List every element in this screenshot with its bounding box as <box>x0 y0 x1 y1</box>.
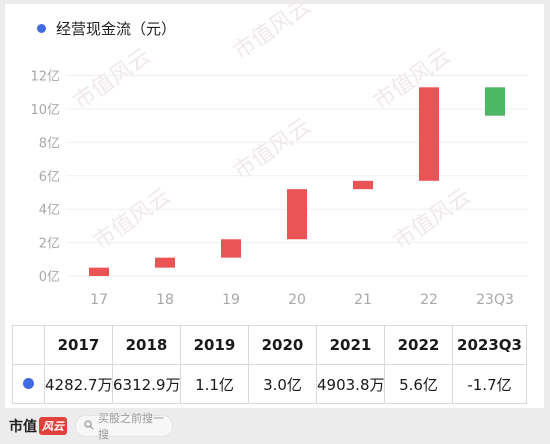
site-logo[interactable]: 市值 风云 <box>9 416 67 436</box>
watermark-text: 市值风云 <box>389 184 475 255</box>
logo-text: 市值 <box>9 419 37 435</box>
table-row: 4282.7万 6312.9万 1.1亿 3.0亿 4903.8万 5.6亿 -… <box>12 364 527 404</box>
y-tick-label: 10亿 <box>30 103 60 118</box>
x-tick-label: 18 <box>156 292 174 308</box>
y-tick-label: 4亿 <box>39 203 60 218</box>
year-cell: 2023Q3 <box>452 325 527 365</box>
search-box[interactable]: 买股之前搜一搜 <box>75 412 173 441</box>
value-cell: -1.7亿 <box>452 364 527 404</box>
waterfall-bar <box>155 257 175 268</box>
table-corner-cell <box>12 325 45 365</box>
x-tick-label: 19 <box>222 292 240 308</box>
waterfall-bar <box>353 180 373 190</box>
watermark-text: 市值风云 <box>69 44 155 115</box>
year-cell: 2019 <box>180 325 249 365</box>
y-tick-label: 6亿 <box>39 170 60 185</box>
footer: 市值 风云 买股之前搜一搜 <box>0 408 550 444</box>
x-tick-label: 23Q3 <box>476 292 514 308</box>
search-icon <box>84 419 94 433</box>
x-tick-label: 20 <box>288 292 306 308</box>
y-tick-label: 12亿 <box>30 70 60 85</box>
watermark-text: 市值风云 <box>89 184 175 255</box>
value-cell: 1.1亿 <box>180 364 249 404</box>
y-tick-label: 0亿 <box>39 270 60 285</box>
waterfall-bar <box>419 87 439 181</box>
legend: 经营现金流（元） <box>37 18 176 39</box>
value-cell: 4903.8万 <box>316 364 385 404</box>
y-tick-label: 2亿 <box>39 237 60 252</box>
x-tick-label: 21 <box>354 292 372 308</box>
data-table: 2017 2018 2019 2020 2021 2022 2023Q3 428… <box>12 325 527 404</box>
waterfall-bar <box>89 267 109 276</box>
legend-dot <box>37 24 46 33</box>
waterfall-bar <box>485 87 505 116</box>
watermark-text: 市值风云 <box>369 44 455 115</box>
year-cell: 2021 <box>316 325 385 365</box>
watermark-text: 市值风云 <box>229 0 315 65</box>
waterfall-bar <box>287 189 307 240</box>
y-tick-label: 8亿 <box>39 136 60 151</box>
year-cell: 2020 <box>248 325 317 365</box>
year-cell: 2017 <box>44 325 113 365</box>
x-tick-label: 17 <box>90 292 108 308</box>
x-tick-label: 22 <box>420 292 438 308</box>
waterfall-bar <box>221 239 241 258</box>
series-dot <box>23 378 34 389</box>
table-header-row: 2017 2018 2019 2020 2021 2022 2023Q3 <box>12 325 527 365</box>
value-cell: 5.6亿 <box>384 364 453 404</box>
value-cell: 6312.9万 <box>112 364 181 404</box>
year-cell: 2018 <box>112 325 181 365</box>
value-cell: 4282.7万 <box>44 364 113 404</box>
watermark-text: 市值风云 <box>229 114 315 185</box>
value-cell: 3.0亿 <box>248 364 317 404</box>
year-cell: 2022 <box>384 325 453 365</box>
series-marker-cell <box>12 364 45 404</box>
logo-badge: 风云 <box>39 417 67 435</box>
legend-label: 经营现金流（元） <box>56 20 177 38</box>
search-placeholder: 买股之前搜一搜 <box>98 412 164 441</box>
